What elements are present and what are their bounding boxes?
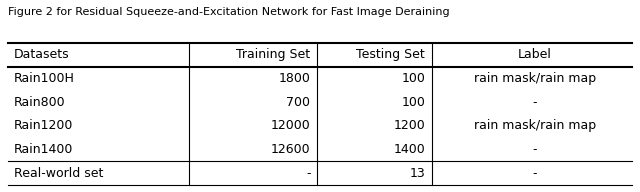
Text: Rain1400: Rain1400: [14, 143, 74, 156]
Text: -: -: [533, 143, 538, 156]
Text: 1400: 1400: [394, 143, 425, 156]
Text: rain mask/rain map: rain mask/rain map: [474, 119, 596, 132]
Text: Real-world set: Real-world set: [14, 167, 104, 180]
Text: Figure 2 for Residual Squeeze-and-Excitation Network for Fast Image Deraining: Figure 2 for Residual Squeeze-and-Excita…: [8, 7, 449, 17]
Text: -: -: [533, 96, 538, 109]
Text: Rain100H: Rain100H: [14, 72, 75, 85]
Text: Training Set: Training Set: [236, 48, 310, 61]
Text: 12000: 12000: [271, 119, 310, 132]
Text: Testing Set: Testing Set: [356, 48, 425, 61]
Text: Rain1200: Rain1200: [14, 119, 74, 132]
Text: Datasets: Datasets: [14, 48, 70, 61]
Text: Label: Label: [518, 48, 552, 61]
Text: 1800: 1800: [278, 72, 310, 85]
Text: 12600: 12600: [271, 143, 310, 156]
Text: rain mask/rain map: rain mask/rain map: [474, 72, 596, 85]
Text: 13: 13: [410, 167, 425, 180]
Text: 700: 700: [287, 96, 310, 109]
Text: -: -: [306, 167, 310, 180]
Text: 100: 100: [401, 72, 425, 85]
Text: 1200: 1200: [394, 119, 425, 132]
Text: 100: 100: [401, 96, 425, 109]
Text: -: -: [533, 167, 538, 180]
Text: Rain800: Rain800: [14, 96, 66, 109]
